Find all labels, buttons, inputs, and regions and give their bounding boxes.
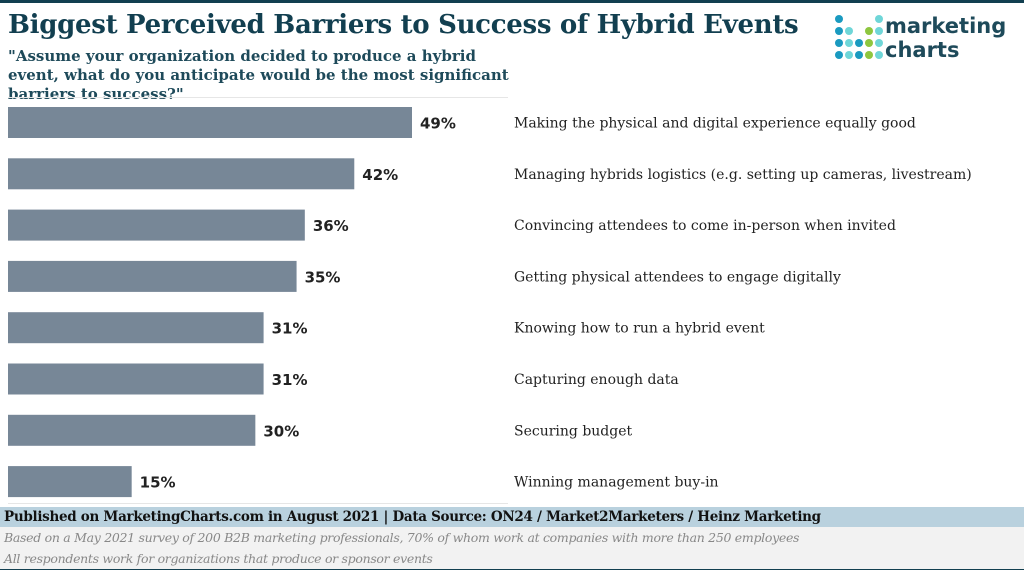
published-source: Published on MarketingCharts.com in Augu… <box>0 507 1024 527</box>
data-label: 42% <box>362 166 398 184</box>
logo-dot <box>835 27 843 35</box>
footnote-1: Based on a May 2021 survey of 200 B2B ma… <box>4 530 800 545</box>
logo-dot <box>845 39 853 47</box>
category-label: Getting physical attendees to engage dig… <box>514 269 841 285</box>
logo-line1: marketing <box>885 14 1007 38</box>
bar <box>8 466 132 498</box>
logo-dot <box>865 51 873 59</box>
category-label: Capturing enough data <box>514 372 679 388</box>
footnotes: Based on a May 2021 survey of 200 B2B ma… <box>0 527 1024 569</box>
logo-dot <box>875 51 883 59</box>
bar <box>8 363 264 395</box>
bar <box>8 260 297 292</box>
logo-line2: charts <box>885 38 960 62</box>
category-label: Making the physical and digital experien… <box>514 116 916 132</box>
marketingcharts-logo: marketing charts <box>835 14 1020 65</box>
bar <box>8 107 412 138</box>
bar-chart: 49% Making the physical and digital exper… <box>8 107 972 498</box>
bar <box>8 312 264 344</box>
bar <box>8 209 305 241</box>
data-label: 30% <box>263 422 299 440</box>
logo-dot <box>835 39 843 47</box>
data-label: 31% <box>272 320 308 338</box>
logo-dot <box>855 51 863 59</box>
bar <box>8 414 256 446</box>
category-label: Winning management buy-in <box>514 475 719 491</box>
logo-dot <box>855 39 863 47</box>
chart-subtitle: "Assume your organization decided to pro… <box>8 47 509 103</box>
data-label: 35% <box>305 268 341 286</box>
logo-dot <box>875 39 883 47</box>
footnote-2: All respondents work for organizations t… <box>4 551 433 566</box>
logo-dot <box>875 15 883 23</box>
data-label: 49% <box>420 115 456 133</box>
logo-dot <box>845 51 853 59</box>
logo-dot <box>835 15 843 23</box>
logo-dot <box>865 39 873 47</box>
divider <box>8 503 508 504</box>
category-label: Managing hybrids logistics (e.g. setting… <box>514 167 972 183</box>
category-label: Knowing how to run a hybrid event <box>514 321 765 337</box>
logo-dot <box>845 27 853 35</box>
data-label: 31% <box>272 371 308 389</box>
data-label: 36% <box>313 217 349 235</box>
data-label: 15% <box>140 474 176 492</box>
category-label: Securing budget <box>514 423 633 439</box>
logo-dot <box>865 27 873 35</box>
chart-title: Biggest Perceived Barriers to Success of… <box>8 10 799 40</box>
category-label: Convincing attendees to come in-person w… <box>514 218 896 234</box>
logo-text: marketing charts <box>885 14 1006 62</box>
bar <box>8 158 355 190</box>
divider <box>8 97 508 98</box>
logo-dot <box>835 51 843 59</box>
logo-dot <box>875 27 883 35</box>
